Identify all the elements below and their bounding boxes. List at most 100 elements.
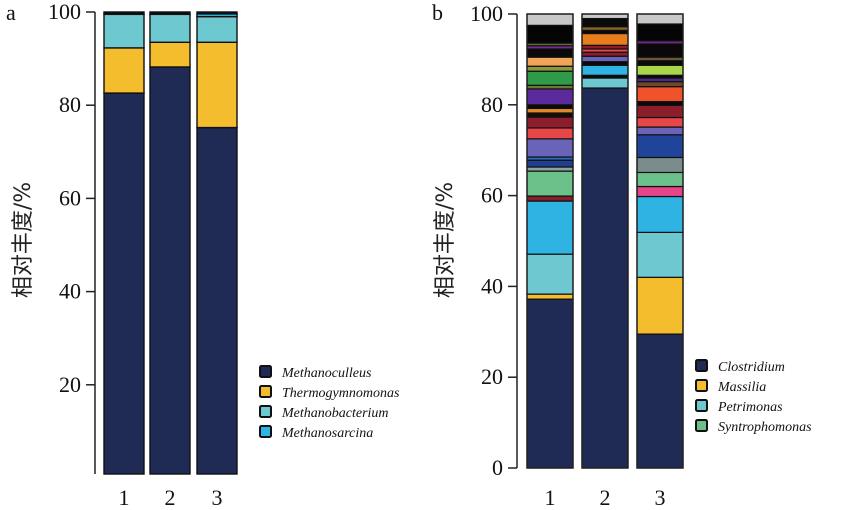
y-tick-label: 80 [59,92,81,117]
panel-label-b: b [432,0,443,25]
bar-segment [636,60,684,66]
bar-segment [526,88,574,106]
legend-label: Methanosarcina [281,426,373,441]
bar-segment [526,195,574,202]
bar-segment [526,127,574,140]
legend-swatch [259,365,272,378]
bar-segment [196,11,238,15]
y-tick-label: 40 [481,273,503,298]
x-tick-label: 2 [165,485,176,510]
y-tick-label: 100 [48,0,81,24]
y-axis-b: 0 20 40 60 80 100 [470,1,518,480]
y-tick-label: 20 [59,372,81,397]
bar-outline [636,13,684,469]
legend-swatch [259,405,272,418]
y-tick-label: 60 [59,185,81,210]
bar-segment [149,13,191,43]
x-ticks-a: 1 2 3 [119,485,223,510]
bar-segment [526,200,574,255]
y-tick-label: 80 [481,92,503,117]
y-tick-label: 0 [492,455,503,480]
y-tick-label: 20 [481,364,503,389]
bar-segment [103,11,145,16]
bar-segment [526,56,574,67]
bar-segment [636,116,684,128]
bar-segment [526,170,574,197]
x-tick-label: 2 [600,485,611,510]
bar-segment [636,23,684,42]
bar-segment [149,41,191,68]
bar-segment [103,13,145,49]
bar-segment [636,276,684,335]
bar-segment [636,126,684,136]
bar-segment [526,253,574,295]
bar-segment [149,11,191,16]
bar-segment [526,138,574,158]
bar-segment [196,41,238,129]
bar-segment [526,70,574,86]
bar-segment [526,65,574,72]
legend-swatch [695,359,708,372]
legend-label: Methanoculleus [281,366,372,381]
bar-segment [196,15,238,43]
bar-segment [636,156,684,174]
bar-segment [636,231,684,278]
bar-segment [581,77,629,89]
y-tick-label: 40 [59,279,81,304]
bar-segment [526,112,574,118]
bar-segment [526,166,574,172]
bar-segment [581,64,629,76]
bar-segment [581,32,629,46]
panel-label-a: a [6,0,16,25]
legend-swatch [695,419,708,432]
bar-outline [581,13,629,469]
bar-segment [636,195,684,233]
legend-label: Thermogymnomonas [282,386,400,401]
legend-label: Syntrophomonas [718,420,812,435]
legend-b: Clostridium Massilia Petrimonas Syntrophomo… [695,359,812,435]
bar-segment [526,13,574,26]
legend-label: Massilia [717,380,766,395]
bar-segment [636,104,684,119]
chart-b: b 相对丰度/% 0 20 40 60 80 100 1 2 3 Clostridium Mas… [432,0,812,510]
bars-a [103,11,238,475]
bar-segment [526,159,574,168]
bar-segment [636,134,684,159]
bars-b [526,13,684,469]
legend-swatch [695,379,708,392]
y-axis-label-b: 相对丰度/% [433,182,458,298]
bar-segment [636,81,684,88]
bar-segment [526,293,574,300]
bar-segment [636,185,684,198]
y-tick-label: 100 [470,1,503,26]
bar-segment [103,47,145,94]
bar-segment [636,171,684,188]
bar-segment [526,116,574,129]
bar-segment [636,13,684,25]
legend-label: Methanobacterium [281,406,389,421]
y-axis-a: 20 40 60 80 100 [48,0,96,474]
legend-a: Methanoculleus Thermogymnomonas Methanobac… [259,365,400,441]
legend-swatch [259,425,272,438]
bar-segment [581,87,629,469]
bar-segment [526,298,574,469]
bar-segment [636,86,684,103]
bar-segment [636,43,684,58]
bar-segment [103,92,145,475]
y-tick-label: 60 [481,183,503,208]
legend-label: Clostridium [718,360,785,375]
bar-segment [149,66,191,475]
x-tick-label: 1 [119,485,130,510]
bar-segment [526,107,574,114]
bar-segment [636,333,684,469]
x-ticks-b: 1 2 3 [545,485,666,510]
bar-segment [636,64,684,76]
chart-a: a 相对丰度/% 20 40 60 80 100 1 2 3 Methanoculleus T… [6,0,400,510]
bar-outline [526,13,574,469]
legend-label: Petrimonas [717,400,783,415]
x-tick-label: 1 [545,485,556,510]
bar-segment [196,126,238,475]
bar-segment [581,55,629,63]
bar-segment [581,51,629,57]
